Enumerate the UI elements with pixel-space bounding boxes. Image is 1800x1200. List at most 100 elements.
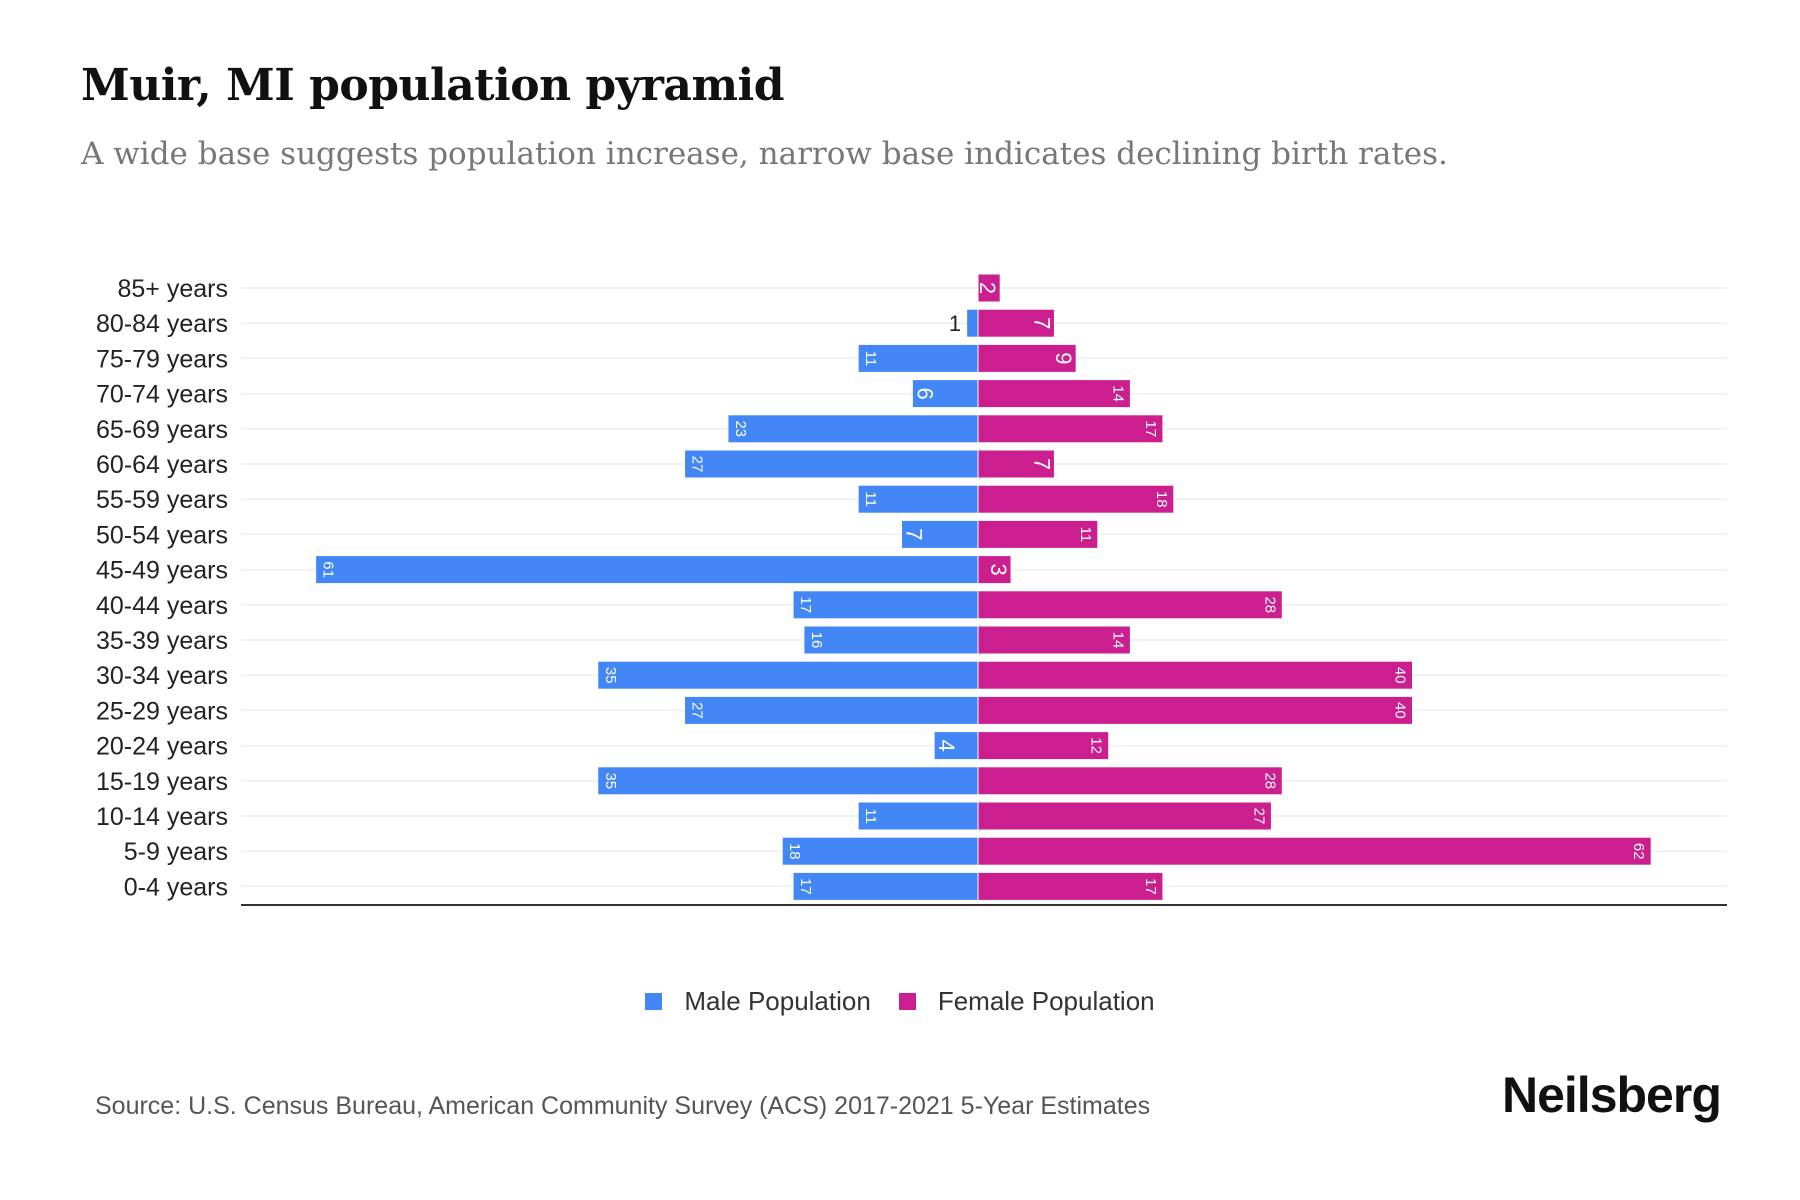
bar-male	[858, 344, 978, 372]
y-tick-label: 55-59 years	[96, 486, 228, 514]
bar-female	[978, 837, 1651, 865]
data-label: 14	[1109, 385, 1126, 402]
bar-male	[782, 837, 978, 865]
y-tick-label: 30-34 years	[96, 662, 228, 690]
bar-female	[978, 450, 1054, 478]
bar-male	[728, 415, 978, 443]
bar-female	[978, 802, 1271, 830]
bar-female	[978, 520, 1098, 548]
data-label: 1	[949, 311, 961, 336]
bar-female	[978, 626, 1130, 654]
legend-item-male[interactable]: Male Population	[645, 986, 871, 1017]
bar-female	[978, 485, 1174, 513]
bar-male	[685, 696, 978, 724]
legend-swatch-female	[898, 993, 916, 1010]
legend-label-female: Female Population	[937, 986, 1155, 1016]
data-label: 14	[1109, 632, 1126, 649]
bar-male	[598, 767, 978, 795]
data-label: 40	[1392, 667, 1409, 684]
bar-female	[978, 309, 1054, 337]
data-label: 27	[689, 702, 706, 719]
bar-male	[793, 591, 978, 619]
bar-male	[912, 380, 978, 408]
bar-male	[685, 450, 978, 478]
bar-female	[978, 380, 1130, 408]
bar-female	[978, 415, 1163, 443]
bar-female	[978, 872, 1163, 900]
data-label: 4	[934, 739, 959, 751]
bar-female	[978, 591, 1282, 619]
data-label: 12	[1088, 737, 1105, 754]
bar-female	[978, 661, 1412, 689]
y-tick-label: 15-19 years	[96, 768, 228, 796]
y-tick-label: 45-49 years	[96, 557, 228, 585]
bar-male	[967, 309, 978, 337]
bar-male	[793, 872, 978, 900]
data-label: 18	[786, 843, 803, 860]
bar-male	[858, 485, 978, 513]
y-tick-label: 40-44 years	[96, 592, 228, 620]
bar-female	[978, 732, 1109, 760]
population-pyramid-chart: 85+ years 80-84 years 75-79 years 70-74 yea…	[95, 274, 1727, 906]
y-tick-label: 10-14 years	[96, 803, 228, 831]
data-label: 2	[975, 282, 1000, 294]
legend-item-female[interactable]: Female Population	[898, 986, 1155, 1017]
source-note: Source: U.S. Census Bureau, American Com…	[95, 1092, 1151, 1120]
y-tick-label: 70-74 years	[96, 381, 228, 409]
data-label: 3	[986, 563, 1011, 575]
bar-female	[978, 344, 1076, 372]
data-label: 7	[902, 528, 927, 540]
y-tick-label: 35-39 years	[96, 627, 228, 655]
legend: Male Population Female Population	[0, 986, 1800, 1017]
y-tick-label: 5-9 years	[124, 838, 228, 866]
y-tick-label: 20-24 years	[96, 733, 228, 761]
data-label: 6	[912, 387, 937, 399]
bar-female	[978, 696, 1412, 724]
data-label: 17	[797, 596, 814, 613]
data-label: 23	[732, 420, 749, 437]
bar-male	[316, 556, 978, 584]
data-label: 35	[602, 772, 619, 789]
data-label: 27	[1250, 808, 1267, 825]
y-tick-label: 60-64 years	[96, 451, 228, 479]
data-label: 17	[797, 878, 814, 895]
data-label: 11	[862, 808, 879, 824]
data-label: 18	[1153, 491, 1170, 508]
bar-female	[978, 767, 1282, 795]
data-label: 35	[602, 667, 619, 684]
bar-male	[598, 661, 978, 689]
data-label: 11	[862, 491, 879, 507]
data-label: 62	[1630, 843, 1647, 860]
y-tick-label: 0-4 years	[124, 873, 228, 901]
legend-swatch-male	[645, 993, 663, 1010]
bar-male	[902, 520, 978, 548]
data-label: 7	[1029, 458, 1054, 470]
data-label: 11	[862, 351, 879, 367]
bar-female	[978, 274, 1000, 302]
data-label: 11	[1077, 527, 1094, 543]
data-label: 40	[1392, 702, 1409, 719]
data-label: 17	[1142, 878, 1159, 895]
data-label: 28	[1261, 772, 1278, 789]
data-label: 16	[808, 632, 825, 649]
data-label: 28	[1261, 596, 1278, 613]
y-tick-label: 75-79 years	[96, 345, 228, 373]
data-label: 9	[1051, 352, 1076, 364]
bar-female	[978, 556, 1011, 584]
chart-subtitle: A wide base suggests population increase…	[81, 136, 1448, 172]
y-tick-label: 25-29 years	[96, 697, 228, 725]
data-label: 27	[689, 456, 706, 473]
bar-male	[804, 626, 978, 654]
y-tick-label: 50-54 years	[96, 521, 228, 549]
data-label: 61	[320, 561, 337, 578]
legend-label-male: Male Population	[684, 986, 871, 1016]
data-label: 7	[1029, 317, 1054, 329]
y-tick-label: 65-69 years	[96, 416, 228, 444]
y-tick-label: 80-84 years	[96, 310, 228, 338]
y-tick-label: 85+ years	[118, 275, 229, 303]
bar-male	[858, 802, 978, 830]
bar-male	[934, 732, 978, 760]
chart-title: Muir, MI population pyramid	[81, 60, 784, 111]
data-label: 17	[1142, 420, 1159, 437]
neilsberg-logo: Neilsberg	[1502, 1067, 1722, 1123]
